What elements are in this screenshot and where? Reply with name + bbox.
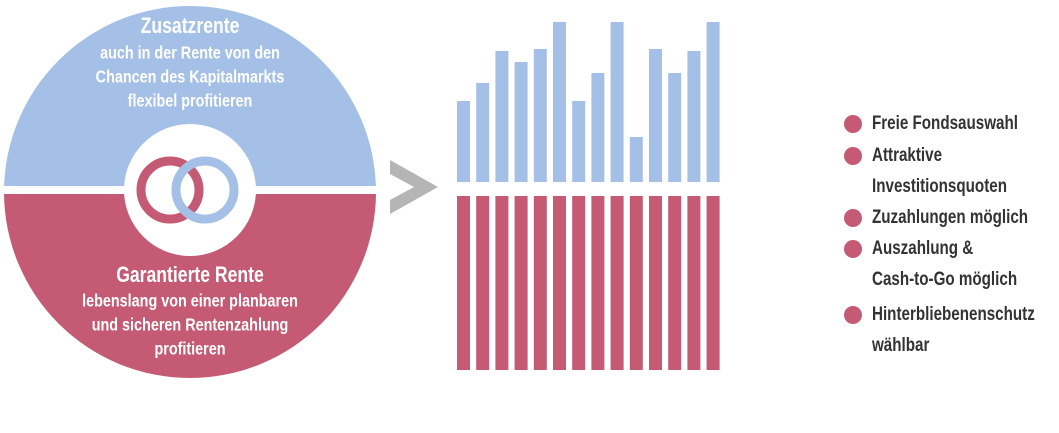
bottom-line: profitieren bbox=[154, 339, 225, 359]
list-item-group: Investitionsquoten bbox=[872, 174, 1007, 196]
red-bar bbox=[514, 196, 528, 370]
list-item: Investitionsquoten bbox=[872, 174, 1007, 196]
top-title-group: Zusatzrente bbox=[141, 14, 240, 38]
list-item: Attraktive bbox=[872, 143, 942, 165]
center-disc bbox=[124, 124, 256, 256]
blue-bar bbox=[572, 101, 586, 182]
blue-bar bbox=[457, 101, 470, 182]
red-bar bbox=[533, 196, 547, 370]
blue-bar bbox=[533, 49, 547, 182]
list-item-group: Attraktive bbox=[872, 143, 942, 165]
list-item-group: wählbar bbox=[871, 333, 930, 355]
bullet bbox=[844, 115, 862, 133]
bottom-line: lebenslang von einer planbaren bbox=[82, 291, 298, 311]
bottom-title-group: Garantierte Rente bbox=[116, 263, 264, 287]
bottom-line-group: profitieren bbox=[154, 339, 225, 359]
bullet bbox=[844, 209, 862, 227]
top-line-group: auch in der Rente von den bbox=[100, 43, 280, 63]
blue-bar bbox=[629, 137, 643, 182]
red-bar bbox=[629, 196, 643, 370]
chevron bbox=[390, 160, 438, 214]
bullet bbox=[844, 240, 862, 258]
red-bar bbox=[591, 196, 605, 370]
red-bar bbox=[687, 196, 701, 370]
red-bar bbox=[495, 196, 509, 370]
list-item: Hinterbliebenenschutz bbox=[872, 302, 1035, 324]
red-bar bbox=[649, 196, 662, 370]
red-bar bbox=[553, 196, 566, 370]
blue-bar bbox=[495, 51, 509, 182]
bar-illustration bbox=[457, 22, 720, 370]
list-item-group: Auszahlung & bbox=[872, 236, 973, 258]
bullet bbox=[844, 306, 862, 324]
red-bar bbox=[457, 196, 470, 370]
list-item-group: Freie Fondsauswahl bbox=[872, 111, 1018, 133]
red-bar bbox=[572, 196, 586, 370]
bottom-title: Garantierte Rente bbox=[116, 263, 264, 287]
blue-bar bbox=[668, 73, 682, 182]
red-bar bbox=[706, 196, 720, 370]
list-item-group: Zuzahlungen möglich bbox=[872, 205, 1028, 227]
red-bar bbox=[476, 196, 490, 370]
bottom-line-group: und sicheren Rentenzahlung bbox=[92, 315, 289, 335]
ring-blue bbox=[171, 156, 239, 224]
blue-bar bbox=[649, 49, 662, 182]
blue-bar bbox=[553, 22, 566, 182]
ring-red bbox=[136, 156, 204, 224]
bottom-line: und sicheren Rentenzahlung bbox=[92, 315, 289, 335]
list-item: Zuzahlungen möglich bbox=[872, 205, 1028, 227]
top-line-group: Chancen des Kapitalmarkts bbox=[96, 67, 285, 87]
top-line: auch in der Rente von den bbox=[100, 43, 280, 63]
list-item-group: Cash-to-Go möglich bbox=[872, 267, 1017, 289]
list-item: wählbar bbox=[871, 333, 930, 355]
top-line: flexibel profitieren bbox=[128, 91, 253, 111]
list-item: Cash-to-Go möglich bbox=[872, 267, 1017, 289]
bullet bbox=[844, 147, 862, 165]
top-line: Chancen des Kapitalmarkts bbox=[96, 67, 285, 87]
top-title: Zusatzrente bbox=[141, 14, 240, 38]
top-line-group: flexibel profitieren bbox=[128, 91, 253, 111]
blue-bar bbox=[687, 51, 701, 182]
blue-bar bbox=[591, 73, 605, 182]
blue-bar bbox=[476, 83, 490, 182]
blue-bar bbox=[610, 22, 624, 182]
list-item-group: Hinterbliebenenschutz bbox=[872, 302, 1035, 324]
list-item: Auszahlung & bbox=[872, 236, 973, 258]
bottom-line-group: lebenslang von einer planbaren bbox=[82, 291, 298, 311]
red-bar bbox=[668, 196, 682, 370]
red-bar bbox=[610, 196, 624, 370]
list-item: Freie Fondsauswahl bbox=[872, 111, 1018, 133]
blue-bar bbox=[706, 22, 720, 182]
blue-bar bbox=[514, 62, 528, 182]
